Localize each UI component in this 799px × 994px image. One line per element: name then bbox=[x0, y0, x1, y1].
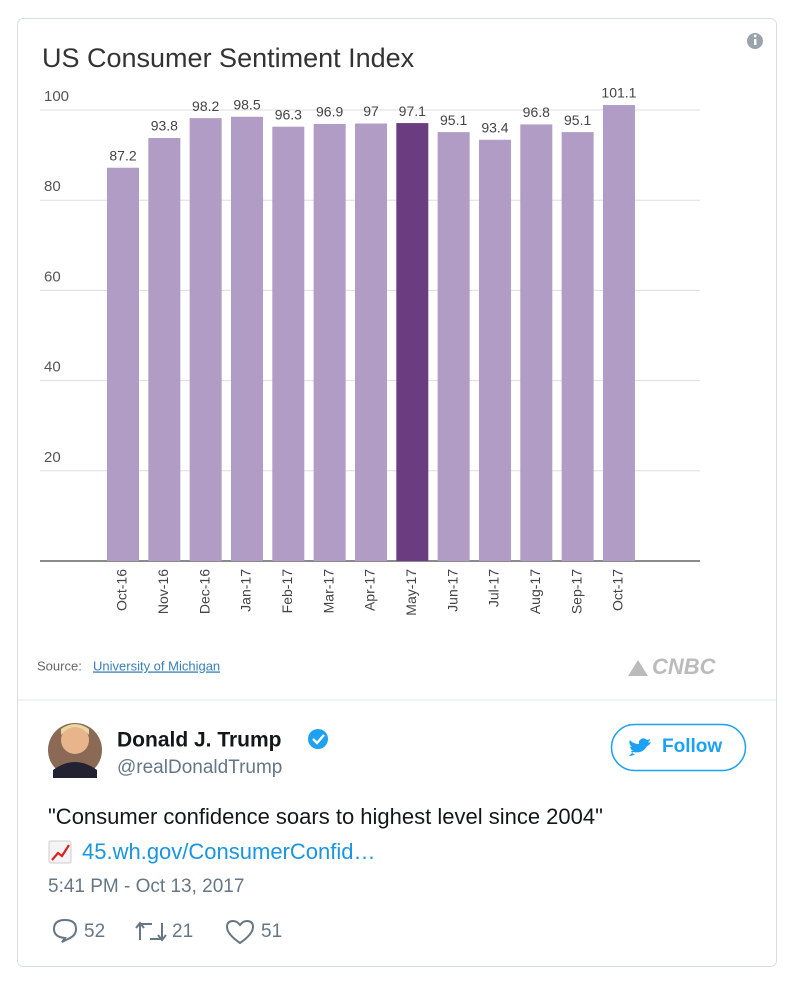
bar bbox=[437, 132, 470, 561]
info-icon[interactable] bbox=[747, 33, 763, 49]
y-tick-label: 60 bbox=[44, 268, 61, 285]
bar bbox=[354, 123, 387, 561]
follow-label[interactable]: Follow bbox=[662, 736, 722, 757]
x-tick-label: Oct-17 bbox=[610, 569, 626, 611]
x-tick-label: Sep-17 bbox=[568, 569, 584, 614]
value-label: 93.4 bbox=[481, 119, 508, 135]
value-label: 98.2 bbox=[192, 98, 219, 114]
x-tick-label: Mar-17 bbox=[320, 569, 336, 614]
reply-count: 52 bbox=[84, 921, 105, 942]
retweet-action[interactable]: 21 bbox=[135, 921, 193, 942]
x-tick-label: Nov-16 bbox=[155, 569, 171, 614]
value-label: 96.8 bbox=[523, 104, 550, 120]
source-link[interactable]: University of Michigan bbox=[93, 658, 220, 673]
bar bbox=[313, 123, 346, 561]
cnbc-logo: CNBC bbox=[628, 654, 717, 679]
value-label: 95.1 bbox=[564, 112, 591, 128]
avatar[interactable] bbox=[48, 723, 102, 778]
bar bbox=[189, 118, 222, 562]
y-tick-label: 20 bbox=[44, 449, 61, 466]
x-tick-label: May-17 bbox=[403, 569, 419, 616]
retweet-count: 21 bbox=[172, 921, 193, 942]
bar bbox=[478, 139, 511, 562]
bar bbox=[107, 167, 139, 561]
chart-emoji bbox=[48, 840, 72, 864]
bar bbox=[148, 137, 181, 561]
bar bbox=[602, 105, 635, 561]
x-tick-label: Dec-16 bbox=[196, 569, 212, 614]
value-label: 95.1 bbox=[440, 112, 467, 128]
x-tick-label: Apr-17 bbox=[362, 569, 378, 611]
value-label: 96.3 bbox=[275, 106, 302, 122]
tweet-link[interactable]: 45.wh.gov/ConsumerConfid… bbox=[82, 839, 375, 864]
value-label: 96.9 bbox=[316, 104, 343, 120]
x-tick-label: Jul-17 bbox=[486, 569, 502, 607]
bar bbox=[230, 116, 263, 561]
y-tick-label: 100 bbox=[44, 88, 69, 105]
verified-badge bbox=[308, 729, 328, 749]
source-label: Source: bbox=[37, 658, 82, 673]
plot: 20 40 60 80 100 87.2 Oct-16 93.8 Nov-16 98.2 Dec-1… bbox=[40, 85, 700, 616]
brand: CNBC bbox=[652, 654, 717, 679]
value-label: 101.1 bbox=[601, 85, 636, 101]
bar bbox=[561, 132, 594, 561]
value-label: 93.8 bbox=[151, 118, 178, 134]
chart-title: US Consumer Sentiment Index bbox=[42, 43, 415, 73]
y-tick-label: 40 bbox=[44, 359, 61, 376]
bar bbox=[520, 124, 553, 561]
bar bbox=[396, 123, 429, 561]
reply-action[interactable]: 52 bbox=[52, 918, 105, 943]
timestamp[interactable]: 5:41 PM - Oct 13, 2017 bbox=[48, 876, 244, 897]
x-tick-label: Aug-17 bbox=[527, 569, 543, 614]
like-action[interactable]: 51 bbox=[225, 919, 282, 945]
value-label: 98.5 bbox=[233, 96, 260, 112]
tweet-text: "Consumer confidence soars to highest le… bbox=[48, 804, 603, 829]
value-label: 97.1 bbox=[399, 103, 426, 119]
value-label: 97 bbox=[363, 103, 379, 119]
y-tick-label: 80 bbox=[44, 178, 61, 195]
value-label: 87.2 bbox=[109, 147, 136, 163]
user-name[interactable]: Donald J. Trump bbox=[117, 729, 282, 752]
bar bbox=[272, 126, 305, 561]
follow-button[interactable]: Follow bbox=[610, 723, 747, 772]
x-tick-label: Jun-17 bbox=[444, 569, 460, 612]
user-handle[interactable]: @realDonaldTrump bbox=[117, 757, 282, 778]
x-tick-label: Jan-17 bbox=[238, 569, 254, 612]
like-count: 51 bbox=[261, 921, 282, 942]
x-tick-label: Oct-16 bbox=[114, 569, 130, 611]
x-tick-label: Feb-17 bbox=[279, 569, 295, 614]
